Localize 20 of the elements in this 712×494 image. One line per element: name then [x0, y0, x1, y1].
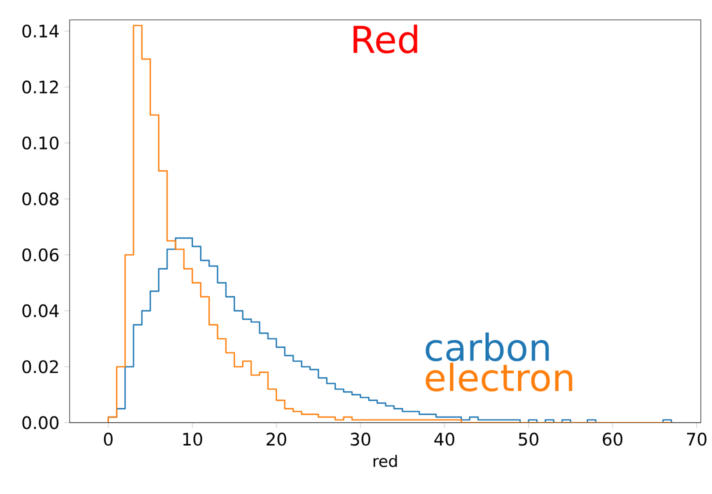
series-label: carbon — [426, 332, 549, 362]
y-tick-label: 0.10 — [22, 136, 58, 150]
chart-title: Red — [354, 24, 418, 54]
x-tick-label: 50 — [518, 432, 538, 446]
x-tick-label: 20 — [266, 432, 286, 446]
x-axis-title: red — [374, 454, 397, 467]
y-tick-label: 0.12 — [22, 80, 58, 94]
y-tick-label: 0.06 — [22, 248, 59, 262]
series-label: electron — [426, 362, 572, 392]
y-tick-label: 0.08 — [22, 192, 58, 206]
x-tick-label: 40 — [434, 432, 454, 446]
y-tick-label: 0.14 — [22, 24, 59, 38]
x-tick-label: 60 — [602, 432, 622, 446]
x-tick-label: 70 — [687, 432, 706, 446]
x-tick-label: 30 — [350, 432, 370, 446]
y-tick-label: 0.02 — [22, 360, 58, 374]
y-tick-label: 0.00 — [22, 416, 58, 430]
x-tick-label: 0 — [104, 432, 113, 446]
x-tick-label: 10 — [183, 432, 202, 446]
y-tick-label: 0.04 — [22, 304, 59, 318]
